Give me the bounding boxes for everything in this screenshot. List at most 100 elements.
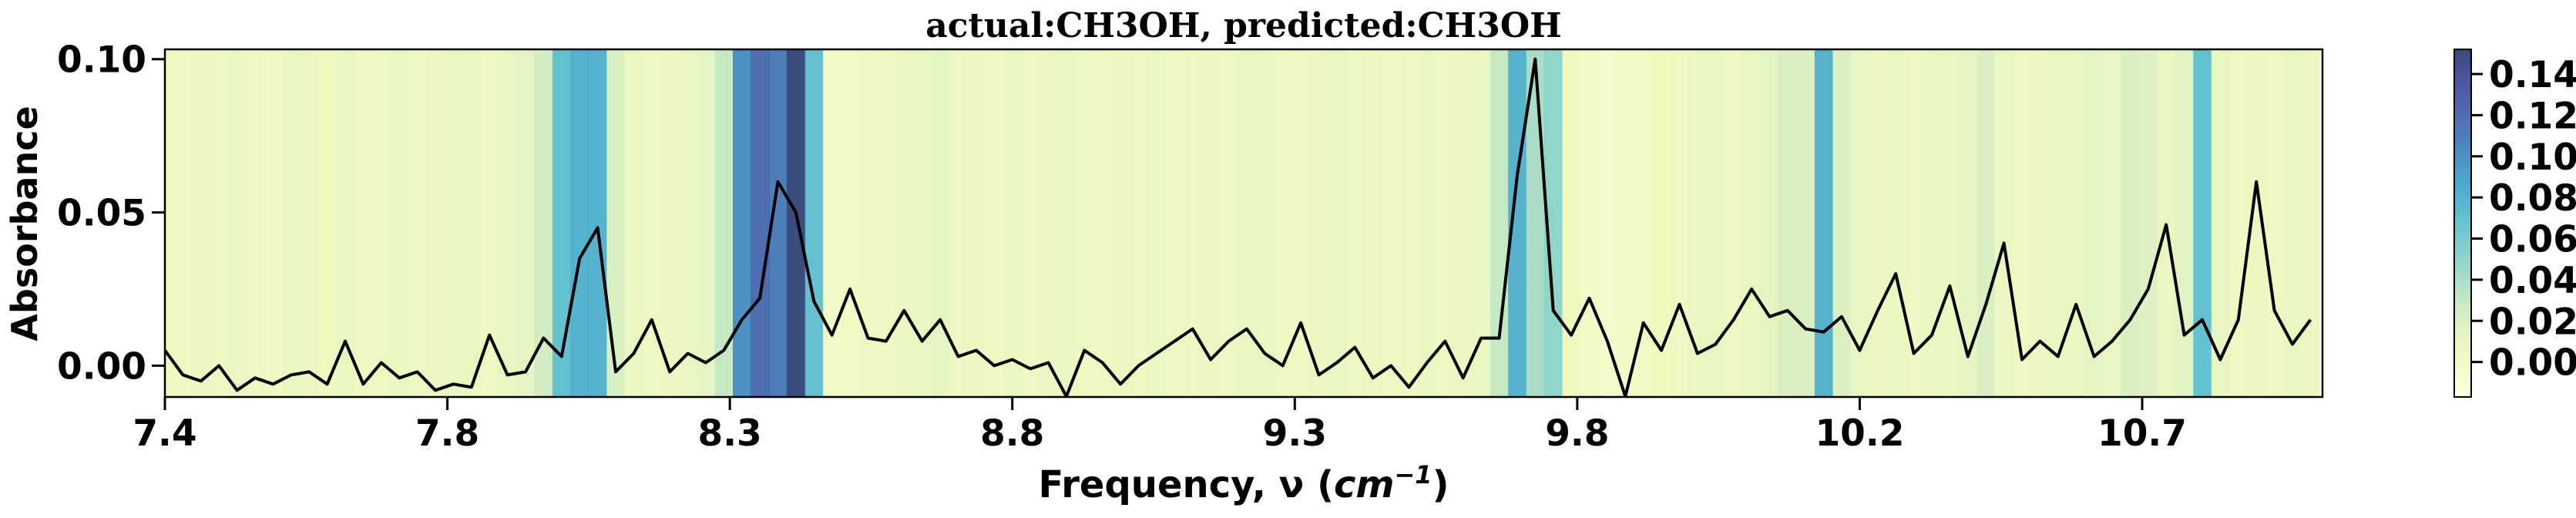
colorbar-tick-label: 0.10 [2489, 136, 2576, 179]
absorbance-line [165, 57, 2312, 397]
heat-cell [1363, 49, 1382, 397]
heat-cell [516, 49, 536, 397]
heat-cell [1706, 49, 1725, 397]
heat-cell [534, 49, 553, 397]
colorbar-tick-label: 0.04 [2489, 260, 2576, 302]
heat-cell [1219, 49, 1238, 397]
heat-cell [1598, 49, 1617, 397]
heat-cell [2049, 49, 2068, 397]
heat-cell [1418, 49, 1437, 397]
heat-cell [1345, 49, 1365, 397]
heat-cell [2229, 49, 2249, 397]
heat-cell [2121, 49, 2140, 397]
heat-cell [1688, 49, 1708, 397]
heat-cell [173, 49, 193, 397]
heat-cell [210, 49, 229, 397]
heat-cell [1382, 49, 1401, 397]
heat-cell [1923, 49, 1942, 397]
heat-cell [787, 49, 806, 397]
heat-cell [1273, 49, 1292, 397]
heat-cell [192, 49, 211, 397]
heat-cell [1021, 49, 1040, 397]
heat-cell [1742, 49, 1762, 397]
heat-cell [751, 49, 770, 397]
chart-title: actual:CH3OH, predicted:CH3OH [925, 6, 1561, 45]
heat-cell [823, 49, 842, 397]
heat-cell [1760, 49, 1779, 397]
heat-cell [1472, 49, 1491, 397]
colorbar-tick-label: 0.12 [2489, 95, 2576, 137]
x-label-part: ) [1432, 463, 1449, 506]
heat-cell [2030, 49, 2050, 397]
heat-cell [1886, 49, 1906, 397]
colorbar-tick-label: 0.02 [2489, 301, 2576, 343]
heat-cell [2283, 49, 2302, 397]
heat-cell [1634, 49, 1653, 397]
colorbar-tick-label: 0.06 [2489, 219, 2576, 261]
colorbar-tick-label: 0.08 [2489, 177, 2576, 220]
heat-cell [895, 49, 914, 397]
heatmap [165, 49, 2320, 397]
x-label-part: Frequency, ν ( [1039, 463, 1335, 506]
heat-cell [2247, 49, 2266, 397]
heat-cell [949, 49, 968, 397]
colorbar [2453, 49, 2472, 398]
heat-cell [282, 49, 301, 397]
heat-cell [372, 49, 391, 397]
heat-cell [1959, 49, 1978, 397]
x-tick-label: 8.8 [980, 412, 1044, 455]
heat-cell [498, 49, 517, 397]
heat-cell [804, 49, 824, 397]
x-tick-label: 8.3 [698, 412, 762, 455]
heat-cell [1994, 49, 2013, 397]
heat-cell [408, 49, 427, 397]
heat-cell [1291, 49, 1311, 397]
heat-cell [1255, 49, 1275, 397]
heat-cell [1562, 49, 1581, 397]
x-tick-label: 9.8 [1545, 412, 1609, 455]
heat-cell [1778, 49, 1798, 397]
heat-cell [1616, 49, 1635, 397]
heat-cell [2084, 49, 2104, 397]
heat-cell [2175, 49, 2194, 397]
heat-cell [1201, 49, 1221, 397]
x-axis-label: Frequency, ν (cm−1) [1039, 460, 1449, 506]
line-layer [165, 57, 2312, 397]
heat-cell [165, 49, 175, 397]
heat-cell [714, 49, 734, 397]
heat-cell [1238, 49, 1257, 397]
heat-cell [877, 49, 896, 397]
heat-cell [2301, 49, 2320, 397]
heat-cell [227, 49, 247, 397]
heat-cell [426, 49, 445, 397]
heat-cell [2211, 49, 2230, 397]
heat-cell [606, 49, 626, 397]
heat-cell [1670, 49, 1689, 397]
heat-cell [985, 49, 1004, 397]
heat-cell [1075, 49, 1094, 397]
heat-cell [264, 49, 283, 397]
heat-cell [733, 49, 752, 397]
heat-cell [300, 49, 319, 397]
y-tick-label: 0.10 [57, 39, 146, 82]
heat-cell [931, 49, 950, 397]
heat-cell [1580, 49, 1599, 397]
heat-cell [1490, 49, 1509, 397]
heat-cell [1111, 49, 1130, 397]
x-tick-label: 10.7 [2097, 412, 2187, 455]
heat-cell [1057, 49, 1076, 397]
x-tick-label: 7.4 [133, 412, 196, 455]
heat-cell [317, 49, 337, 397]
heat-cell [1039, 49, 1058, 397]
heat-cell [444, 49, 463, 397]
heat-cell [1869, 49, 1888, 397]
heat-cell [1814, 49, 1833, 397]
heat-cell [462, 49, 482, 397]
heat-cell [1904, 49, 1923, 397]
heat-cell [1147, 49, 1167, 397]
heat-cell [1940, 49, 1960, 397]
colorbar-tick-label: 0.00 [2489, 342, 2576, 385]
heat-cell [1436, 49, 1455, 397]
heat-cell [1093, 49, 1113, 397]
